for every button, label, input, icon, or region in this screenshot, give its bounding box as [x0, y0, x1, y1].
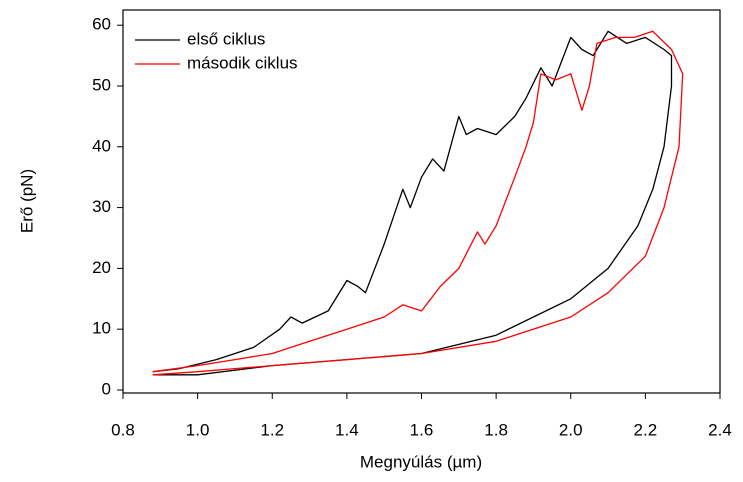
x-tick-label: 1.6 — [410, 420, 434, 439]
y-tick-label: 0 — [102, 379, 111, 398]
y-tick-label: 30 — [92, 197, 111, 216]
x-tick-label: 2.2 — [634, 420, 658, 439]
y-tick-label: 60 — [92, 15, 111, 34]
x-tick-label: 1.2 — [260, 420, 284, 439]
x-tick-label: 0.8 — [111, 420, 135, 439]
x-tick-label: 1.8 — [484, 420, 508, 439]
x-axis-label: Megnyúlás (µm) — [360, 452, 482, 471]
legend-label: első ciklus — [187, 29, 265, 48]
x-tick-label: 1.0 — [186, 420, 210, 439]
plot-frame — [122, 9, 721, 394]
y-tick-label: 40 — [92, 136, 111, 155]
series-line — [152, 30, 673, 376]
x-tick-label: 2.0 — [559, 420, 583, 439]
legend-label: második ciklus — [187, 53, 298, 72]
y-tick-label: 20 — [92, 258, 111, 277]
series-line — [152, 30, 684, 376]
y-axis-label: Erő (pN) — [17, 169, 36, 233]
y-tick-label: 10 — [92, 319, 111, 338]
x-tick-label: 2.4 — [708, 420, 732, 439]
y-tick-label: 50 — [92, 75, 111, 94]
x-tick-label: 1.4 — [335, 420, 359, 439]
